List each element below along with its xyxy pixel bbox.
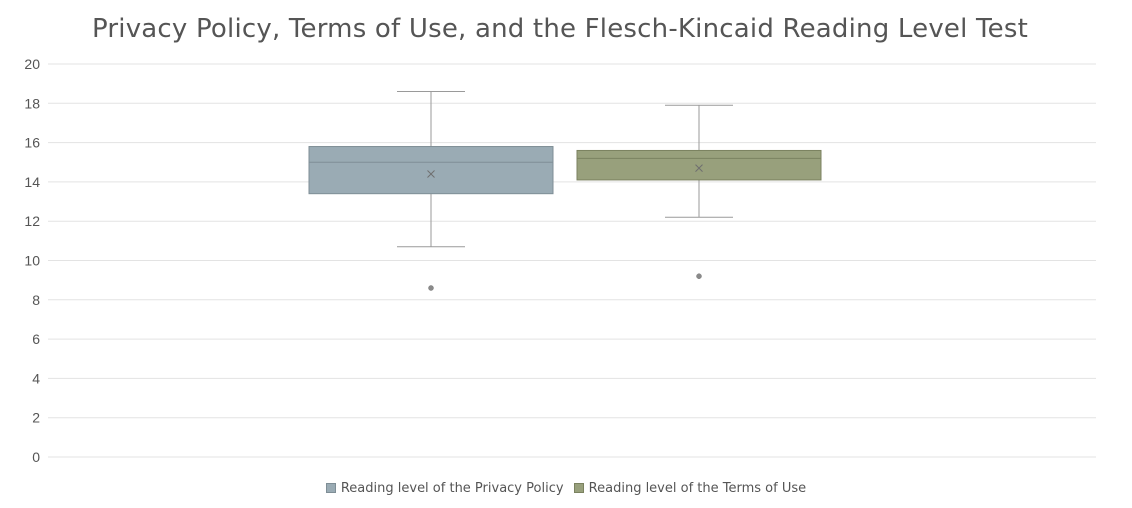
mean-marker-b-terms-of-use [695, 164, 703, 172]
legend-item-terms-of-use: Reading level of the Terms of Use [573, 481, 807, 496]
y-tick-label-16: 16 [24, 135, 40, 151]
y-tick-label-14: 14 [24, 174, 40, 190]
mean-marker-b-privacy-policy [427, 170, 435, 178]
chart-title: Privacy Policy, Terms of Use, and the Fl… [91, 14, 1029, 44]
y-tick-label-12: 12 [24, 213, 40, 229]
box-privacy-policy [308, 91, 554, 291]
legend-label-terms-of-use: Reading level of the Terms of Use [588, 481, 807, 496]
y-tick-label-10: 10 [24, 253, 40, 269]
y-tick-label-6: 6 [32, 331, 40, 347]
box-terms-of-use [576, 104, 822, 279]
y-tick-label-18: 18 [24, 95, 40, 111]
iqr-box-privacy-policy [308, 146, 554, 195]
legend-swatch-terms-of-use [573, 483, 584, 493]
legend-item-privacy-policy: Reading level of the Privacy Policy [325, 481, 564, 496]
y-axis-tick-labels: 0 2 4 6 8 10 12 14 16 18 20 [24, 56, 40, 465]
legend-label-privacy-policy: Reading level of the Privacy Policy [340, 481, 564, 496]
legend-swatch-privacy-policy [325, 483, 336, 493]
y-tick-label-0: 0 [32, 449, 40, 465]
y-tick-label-20: 20 [24, 56, 40, 72]
boxes [308, 91, 822, 291]
y-tick-label-8: 8 [32, 292, 40, 308]
gridlines [48, 63, 1096, 458]
iqr-box-terms-of-use [576, 149, 822, 181]
y-tick-label-2: 2 [32, 410, 40, 426]
legend: Reading level of the Privacy Policy Read… [0, 481, 1132, 496]
box-plot-chart: 0 2 4 6 8 10 12 14 16 18 20 [24, 56, 1096, 465]
outlier-terms-of-use-0 [696, 273, 702, 279]
y-tick-label-4: 4 [32, 370, 40, 386]
outlier-privacy-policy-0 [428, 285, 434, 291]
